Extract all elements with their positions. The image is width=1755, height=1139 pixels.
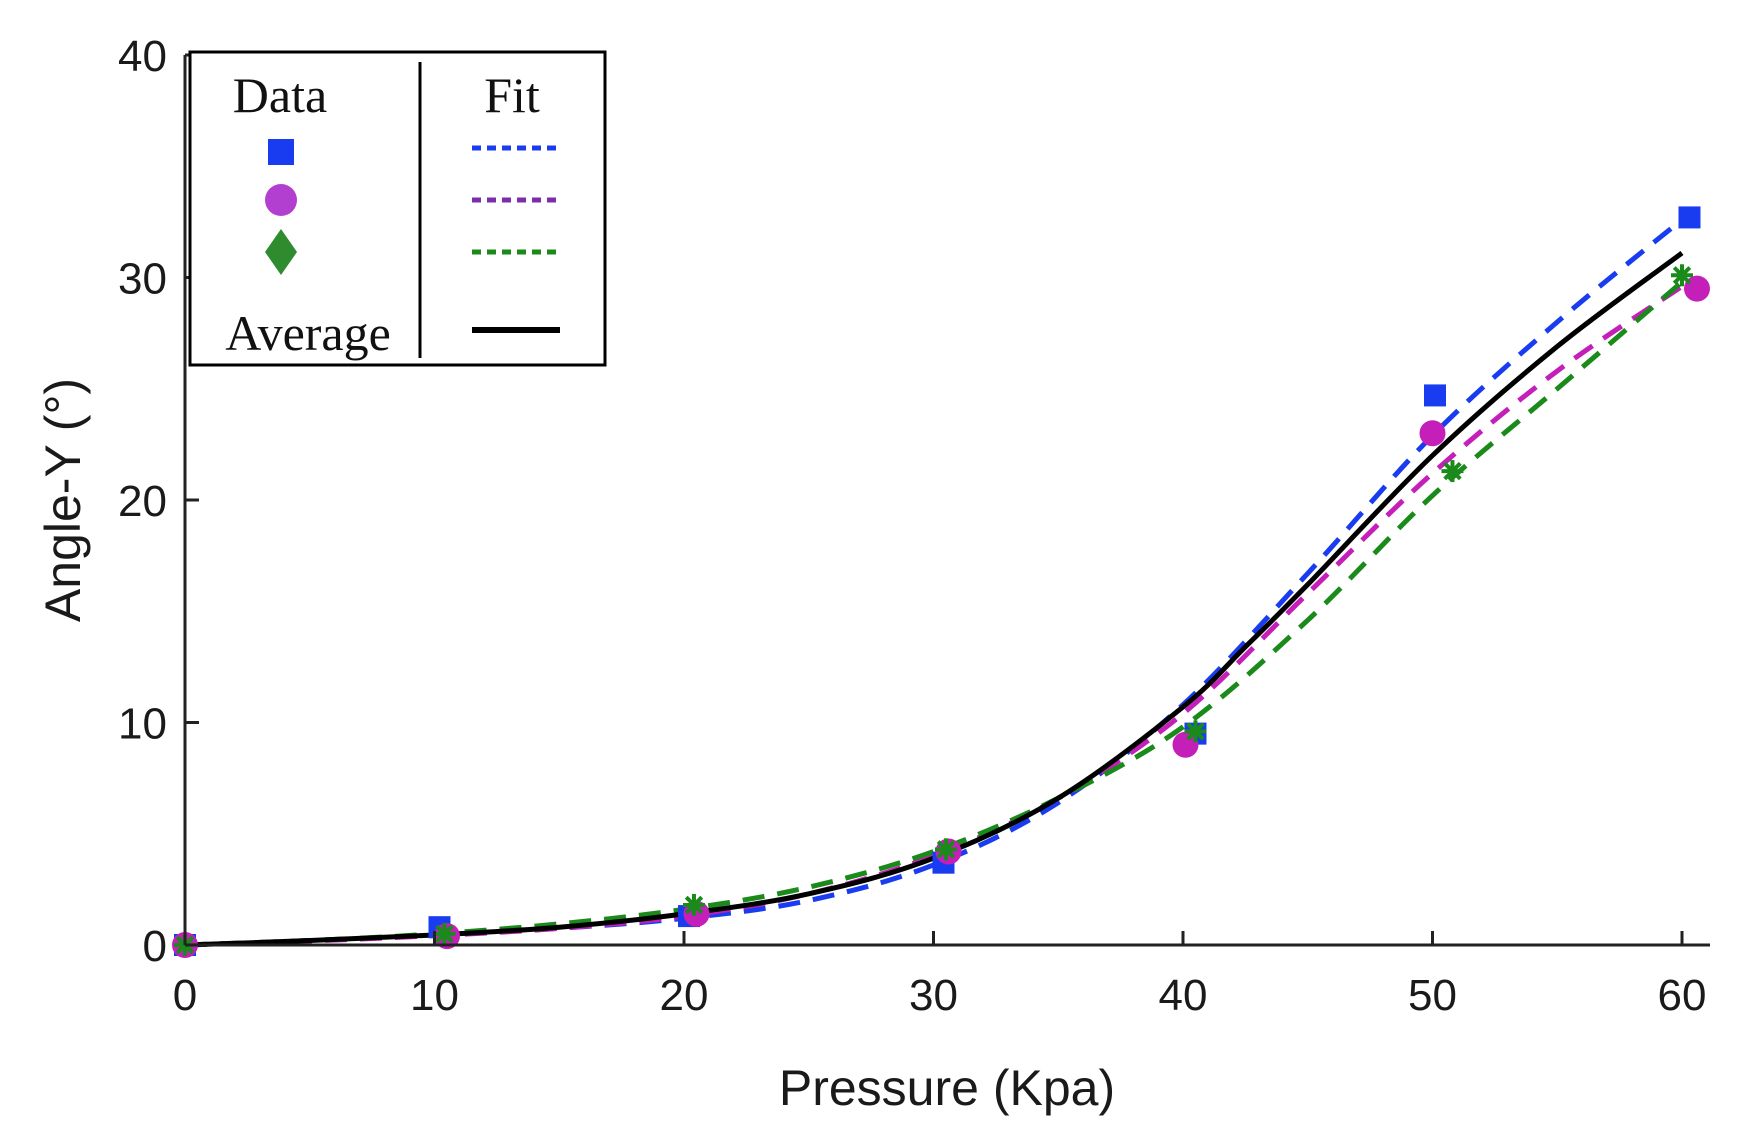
asterisk-stroke — [1186, 722, 1205, 741]
data-point-asterisk — [1184, 720, 1207, 743]
legend-square-marker — [268, 139, 294, 165]
fit-line-3 — [184, 280, 1684, 948]
data-markers — [172, 206, 1710, 958]
data-point-asterisk — [433, 922, 456, 945]
y-tick-label: 0 — [143, 922, 167, 971]
data-point-asterisk — [1441, 460, 1464, 483]
ticks: 0 10 20 30 40 50 60 0 10 20 30 40 — [118, 32, 1706, 1020]
legend-circle-marker — [265, 184, 297, 216]
legend-data-header: Data — [233, 67, 327, 123]
y-tick-label: 10 — [118, 700, 167, 749]
y-tick-label: 30 — [118, 255, 167, 304]
x-axis-title: Pressure (Kpa) — [779, 1060, 1115, 1116]
x-tick-label: 20 — [660, 971, 709, 1020]
legend-average-label: Average — [225, 305, 391, 361]
fit-line-2 — [184, 284, 1684, 948]
legend: Data Fit Average — [188, 50, 607, 367]
asterisk-stroke — [435, 924, 454, 944]
asterisk-stroke — [1443, 461, 1462, 481]
x-tick-label: 0 — [173, 971, 197, 1020]
asterisk-stroke — [684, 895, 704, 915]
x-tick-label: 10 — [410, 971, 459, 1020]
data-point-square — [1678, 206, 1701, 229]
legend-diamond-marker — [265, 229, 297, 275]
y-tick-label: 20 — [118, 477, 167, 526]
data-point-square — [1423, 384, 1446, 407]
x-tick-label: 30 — [909, 971, 958, 1020]
asterisk-stroke — [1672, 266, 1692, 285]
x-tick-label: 50 — [1408, 971, 1457, 1020]
asterisk-stroke — [936, 840, 956, 859]
x-tick-label: 40 — [1159, 971, 1208, 1020]
data-point-asterisk — [682, 893, 705, 916]
data-point-circle — [1419, 420, 1446, 447]
y-axis-title: Angle-Y (°) — [35, 378, 91, 622]
x-tick-label: 60 — [1658, 971, 1707, 1020]
legend-box — [188, 50, 607, 367]
data-point-asterisk — [934, 838, 957, 861]
y-tick-label: 40 — [118, 32, 167, 81]
legend-fit-header: Fit — [484, 67, 540, 123]
data-point-asterisk — [1671, 264, 1693, 287]
data-point-circle — [1172, 731, 1199, 758]
